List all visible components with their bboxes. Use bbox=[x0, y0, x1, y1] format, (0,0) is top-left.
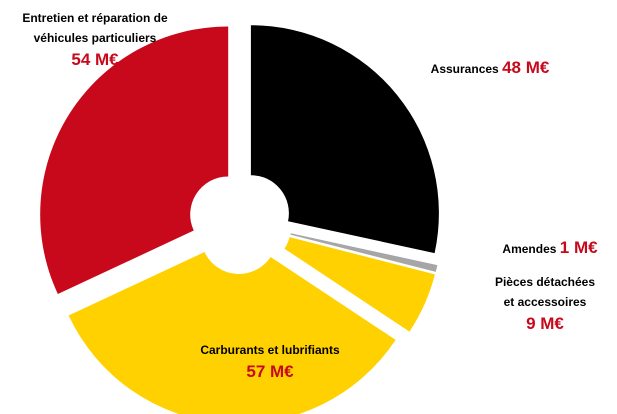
pie-slice bbox=[68, 252, 396, 414]
value-label: 54 M€ bbox=[71, 50, 119, 69]
slice-label: Assurances 48 M€ bbox=[405, 56, 575, 81]
category-name: Pièces détachées et accessoires bbox=[494, 275, 596, 309]
category-name: Amendes bbox=[502, 242, 557, 256]
value-label: 48 M€ bbox=[502, 58, 550, 77]
value-label: 1 M€ bbox=[559, 238, 598, 257]
pie-slice bbox=[290, 233, 438, 272]
slice-label: Amendes 1 M€ bbox=[480, 236, 617, 261]
value-label: 57 M€ bbox=[246, 362, 294, 381]
value-label: 9 M€ bbox=[526, 314, 564, 333]
slice-label: Pièces détachées et accessoires 9 M€ bbox=[490, 272, 600, 336]
category-name: Carburants et lubrifiants bbox=[200, 343, 340, 357]
pie-slice bbox=[40, 26, 229, 295]
pie-slice bbox=[250, 25, 439, 254]
slice-label: Entretien et réparation de véhicules par… bbox=[0, 8, 190, 72]
category-name: Entretien et réparation de véhicules par… bbox=[22, 11, 168, 45]
slice-label: Carburants et lubrifiants 57 M€ bbox=[170, 340, 370, 384]
pie-slice bbox=[284, 237, 435, 332]
category-name: Assurances bbox=[430, 62, 499, 76]
